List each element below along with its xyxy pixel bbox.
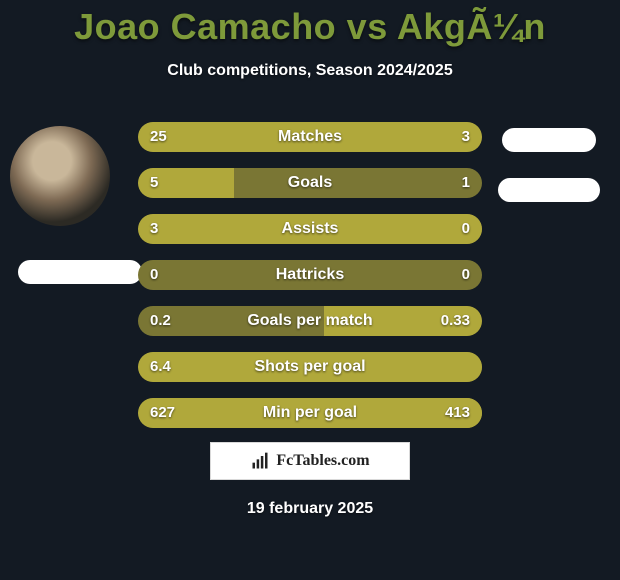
stat-value-left: 25 xyxy=(150,122,167,152)
stat-row: 51Goals xyxy=(138,168,482,198)
stat-label: Hattricks xyxy=(138,260,482,290)
stat-value-right: 1 xyxy=(462,168,470,198)
stat-row: 0 0Hattricks xyxy=(138,260,482,290)
stat-value-right: 0.33 xyxy=(441,306,470,336)
branding-badge: FcTables.com xyxy=(210,442,410,480)
player-left-avatar xyxy=(10,126,110,226)
stat-value-right: 413 xyxy=(445,398,470,428)
branding-text: FcTables.com xyxy=(276,452,369,470)
stat-fill-left xyxy=(138,352,482,382)
stat-fill-left xyxy=(138,214,482,244)
player-left-name-pill xyxy=(18,260,142,284)
page-title: Joao Camacho vs AkgÃ¼n xyxy=(0,6,620,48)
stat-row: 30Assists xyxy=(138,214,482,244)
comparison-canvas: Joao Camacho vs AkgÃ¼n Club competitions… xyxy=(0,0,620,580)
player-right-name-pill-2 xyxy=(498,178,600,202)
stat-value-left: 5 xyxy=(150,168,158,198)
player-right-name-pill-1 xyxy=(502,128,596,152)
stat-value-left: 3 xyxy=(150,214,158,244)
stat-value-right: 3 xyxy=(462,122,470,152)
stat-row: 253Matches xyxy=(138,122,482,152)
stat-rows: 253Matches51Goals30Assists00Hattricks0.2… xyxy=(138,122,482,444)
stat-fill-left xyxy=(138,122,406,152)
stat-value-right: 0 xyxy=(462,260,470,290)
stat-row: 627413Min per goal xyxy=(138,398,482,428)
stat-value-right: 0 xyxy=(462,214,470,244)
stat-fill-right xyxy=(406,122,482,152)
stat-value-left: 627 xyxy=(150,398,175,428)
stat-value-left: 0.2 xyxy=(150,306,171,336)
page-subtitle: Club competitions, Season 2024/2025 xyxy=(0,62,620,80)
stat-value-left: 6.4 xyxy=(150,352,171,382)
stat-row: 0.20.33Goals per match xyxy=(138,306,482,336)
stat-value-left: 0 xyxy=(150,260,158,290)
stat-row: 6.4Shots per goal xyxy=(138,352,482,382)
footer-date: 19 february 2025 xyxy=(0,500,620,518)
bar-chart-icon xyxy=(250,451,270,471)
